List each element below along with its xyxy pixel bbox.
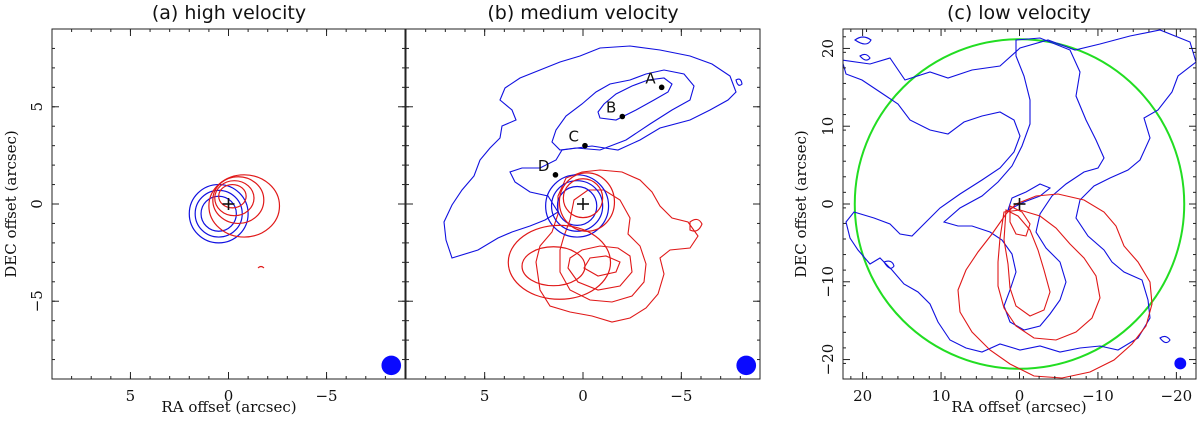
x-tick-label: −20 — [1161, 387, 1193, 405]
redshifted-contour — [214, 180, 255, 217]
x-tick-label: 5 — [480, 387, 490, 405]
redshifted-contour — [208, 174, 281, 238]
red-fourth-contour — [583, 255, 621, 277]
red-outer-contour — [535, 169, 699, 323]
red-second-contour — [559, 189, 647, 303]
panel-b: (b) medium velocity A B CD 5 0 −5 — [405, 2, 761, 405]
blue-east-spur — [735, 78, 743, 86]
redshifted-contour — [212, 176, 265, 225]
panel-a-ylabel: DEC offset (arcsec) — [2, 130, 20, 277]
panel-b-ticks: 5 0 −5 — [405, 28, 761, 405]
x-tick-label: 0 — [1015, 387, 1025, 405]
blue-north-knot — [854, 36, 872, 45]
panel-a-ticks: 5 0 −5 −5 0 5 — [28, 28, 406, 405]
redshifted-contour — [218, 183, 247, 209]
blue-mid-contour — [551, 69, 695, 151]
beam-ellipse — [381, 355, 402, 376]
blueshifted-contour — [550, 180, 604, 232]
blue-large-contour — [843, 29, 1196, 353]
blue-north-knot-2 — [859, 53, 871, 61]
y-tick-label: 10 — [819, 117, 837, 136]
x-tick-label: 20 — [853, 387, 872, 405]
x-tick-label: −10 — [1082, 387, 1114, 405]
redshifted-contour — [507, 224, 612, 300]
panel-b-outflow-blue — [443, 45, 743, 259]
y-tick-label: −20 — [819, 344, 837, 376]
point-b — [619, 113, 626, 120]
x-tick-label: 5 — [126, 387, 136, 405]
panel-c-blue-emission — [843, 29, 1196, 353]
point-label-d: D — [538, 157, 550, 175]
y-tick-label: −5 — [28, 290, 46, 312]
red-large-contour — [957, 193, 1153, 379]
beam-ellipse — [736, 355, 757, 376]
x-tick-label: −5 — [670, 387, 692, 405]
blue-outer-contour — [443, 45, 737, 259]
y-tick-label: 0 — [819, 199, 837, 209]
point-label-a: A — [645, 69, 656, 87]
blue-inner-contour — [942, 37, 1105, 331]
red-core-contour — [1009, 205, 1031, 237]
panel-b-title: (b) medium velocity — [487, 2, 678, 24]
panel-b-points: A B CD — [538, 69, 665, 178]
panel-c-ylabel: DEC offset (arcsec) — [792, 130, 810, 277]
panel-c-title: (c) low velocity — [947, 2, 1091, 24]
point-label-b: B — [606, 99, 616, 117]
x-tick-label: 0 — [578, 387, 588, 405]
panel-a-contours — [188, 174, 402, 376]
red-third-contour — [567, 245, 633, 291]
x-tick-label: −5 — [315, 387, 337, 405]
panel-b-contours — [507, 172, 757, 376]
blueshifted-contour — [200, 195, 237, 232]
blue-inner-contour — [597, 77, 673, 121]
panel-a-red-speck — [257, 265, 265, 269]
y-tick-label: 20 — [819, 39, 837, 58]
panel-a-title: (a) high velocity — [152, 2, 306, 24]
red-inner-contour — [1003, 209, 1051, 317]
beam-ellipse — [1174, 357, 1187, 370]
panel-b-outflow-red — [535, 169, 703, 323]
red-knot-contour — [689, 218, 703, 232]
redshifted-contour — [521, 246, 586, 287]
y-tick-label: −10 — [819, 266, 837, 298]
panel-c-xlabel: RA offset (arcsec) — [951, 398, 1086, 416]
y-tick-label: 0 — [28, 199, 46, 209]
panel-c: (c) low velocity 20 10 0 −10 −20 −20 −10 0 10 20 — [792, 2, 1197, 416]
x-tick-label: 10 — [932, 387, 951, 405]
red-mid-contour — [997, 209, 1101, 341]
panel-a-xlabel: RA offset (arcsec) — [161, 398, 296, 416]
blue-south-knot — [883, 260, 895, 269]
blue-south-knot-2 — [1159, 335, 1171, 344]
blue-channel-contour — [1007, 183, 1052, 212]
y-tick-label: 5 — [28, 102, 46, 112]
blueshifted-contour — [556, 185, 598, 226]
redshifted-contour — [562, 178, 604, 219]
point-a — [658, 84, 665, 91]
point-c — [582, 142, 588, 149]
point-label-c: C — [568, 128, 578, 146]
point-d — [552, 172, 559, 178]
panel-c-ticks: 20 10 0 −10 −20 −20 −10 0 10 20 — [819, 29, 1197, 405]
panel-a: (a) high velocity 5 0 −5 −5 0 5 RA offset (ar… — [2, 2, 406, 416]
panel-c-contours — [1013, 198, 1187, 370]
panel-c-red-emission — [957, 193, 1153, 379]
x-tick-label: 0 — [224, 387, 234, 405]
